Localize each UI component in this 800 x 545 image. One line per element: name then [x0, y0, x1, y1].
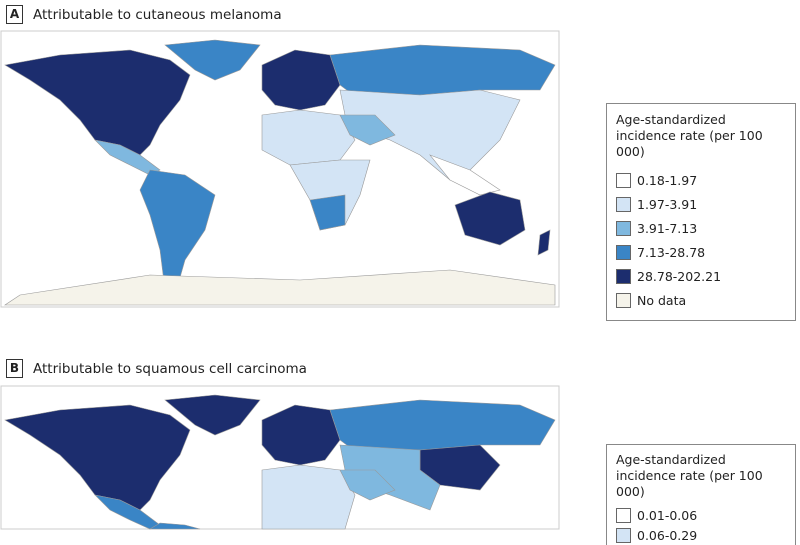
europe: [261, 404, 341, 466]
panel-b-label: B: [6, 359, 23, 378]
middle-east: [339, 469, 396, 501]
legend-b: Age-standardized incidence rate (per 100 …: [606, 444, 796, 545]
legend-b-title: Age-standardized: [616, 452, 726, 467]
legend-a-item: No data: [616, 288, 786, 312]
legend-a-item: 3.91-7.13: [616, 216, 786, 240]
southern-africa: [309, 194, 346, 231]
panel-b-title-text: Attributable to squamous cell carcinoma: [33, 360, 307, 377]
north-america: [4, 404, 191, 511]
south-america: [148, 522, 201, 530]
world-map-melanoma: [0, 30, 560, 308]
world-map-scc: [0, 385, 560, 530]
legend-a-item: 7.13-28.78: [616, 240, 786, 264]
panel-a-label: A: [6, 5, 23, 24]
legend-b-subtitle: incidence rate (per 100 000): [616, 468, 763, 499]
legend-a-item: 0.18-1.97: [616, 168, 786, 192]
legend-a-item: 28.78-202.21: [616, 264, 786, 288]
legend-b-item: 0.06-0.29: [616, 525, 786, 545]
legend-a-title: Age-standardized: [616, 112, 726, 127]
greenland: [164, 39, 261, 81]
north-america: [4, 49, 191, 156]
europe: [261, 49, 341, 111]
greenland: [164, 394, 261, 436]
north-africa: [261, 109, 356, 166]
legend-a-subtitle: incidence rate (per 100 000): [616, 128, 763, 159]
new-zealand: [537, 229, 551, 256]
legend-a: Age-standardized incidence rate (per 100 …: [606, 103, 796, 321]
panel-a-title: A Attributable to cutaneous melanoma: [6, 5, 282, 24]
panel-a-title-text: Attributable to cutaneous melanoma: [33, 6, 282, 23]
africa: [261, 464, 356, 530]
legend-b-item: 0.01-0.06: [616, 505, 786, 525]
antarctica: [4, 269, 556, 306]
panel-b-title: B Attributable to squamous cell carcinom…: [6, 359, 307, 378]
legend-a-item: 1.97-3.91: [616, 192, 786, 216]
australia: [454, 191, 526, 246]
middle-east: [339, 114, 396, 146]
